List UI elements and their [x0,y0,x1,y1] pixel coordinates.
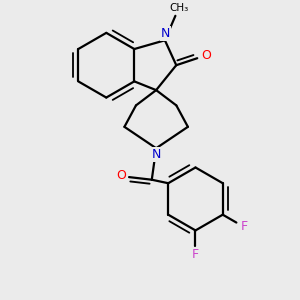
Text: N: N [152,148,161,161]
Text: F: F [192,248,199,261]
Text: N: N [161,27,170,40]
Text: F: F [240,220,247,233]
Text: CH₃: CH₃ [169,3,188,13]
Text: O: O [201,49,211,62]
Text: O: O [116,169,126,182]
